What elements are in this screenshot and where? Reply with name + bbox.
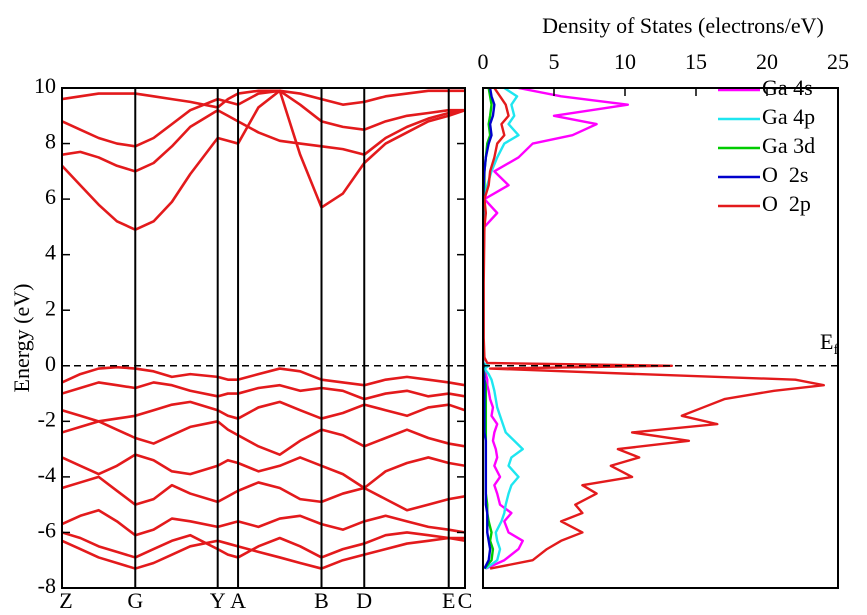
x-tick-label: 15 bbox=[685, 49, 707, 74]
x-tick-label: 0 bbox=[478, 49, 489, 74]
band bbox=[62, 381, 465, 401]
x-tick-label: C bbox=[458, 588, 473, 613]
frame bbox=[61, 87, 466, 589]
x-tick-label: 20 bbox=[756, 49, 778, 74]
y-tick-label: 4 bbox=[45, 240, 56, 265]
fermi-label: Ef bbox=[820, 329, 838, 358]
x-tick-label: 25 bbox=[827, 49, 849, 74]
x-tick-label: 5 bbox=[549, 49, 560, 74]
band bbox=[62, 420, 465, 456]
y-tick-label: -4 bbox=[38, 462, 56, 487]
y-tick-label: 2 bbox=[45, 295, 56, 320]
legend-label: O 2p bbox=[762, 191, 811, 216]
legend-label: Ga 3d bbox=[762, 133, 815, 158]
band bbox=[62, 89, 465, 109]
x-tick-label: A bbox=[230, 588, 246, 613]
x-tick-label: 10 bbox=[614, 49, 636, 74]
legend-label: O 2s bbox=[762, 162, 808, 187]
fermi-label-main: E bbox=[820, 329, 833, 354]
band bbox=[62, 89, 465, 148]
plot-area bbox=[62, 89, 465, 570]
dos-curve bbox=[483, 88, 825, 570]
x-tick-label: E bbox=[442, 588, 455, 613]
y-tick-label: 8 bbox=[45, 129, 56, 154]
band bbox=[62, 89, 465, 231]
x-tick-label: Y bbox=[210, 588, 226, 613]
y-tick-label: -2 bbox=[38, 406, 56, 431]
dos-title: Density of States (electrons/eV) bbox=[542, 13, 824, 38]
x-tick-label: B bbox=[314, 588, 329, 613]
band bbox=[62, 531, 465, 559]
fermi-label-sub: f bbox=[833, 342, 838, 358]
y-tick-label: -6 bbox=[38, 517, 56, 542]
band bbox=[62, 475, 465, 512]
y-tick-label: 10 bbox=[34, 73, 56, 98]
y-tick-label: -8 bbox=[38, 573, 56, 598]
plot-area bbox=[483, 88, 825, 570]
band bbox=[62, 508, 465, 537]
band bbox=[62, 365, 465, 387]
dos-curve bbox=[483, 88, 524, 570]
x-tick-label: G bbox=[127, 588, 143, 613]
band bbox=[62, 453, 465, 490]
band bbox=[62, 108, 465, 173]
y-tick-label: 0 bbox=[45, 351, 56, 376]
dos-curve bbox=[483, 88, 630, 570]
x-tick-label: Z bbox=[59, 588, 72, 613]
y-axis-label: Energy (eV) bbox=[9, 284, 34, 393]
y-tick-label: 6 bbox=[45, 184, 56, 209]
dos-curve bbox=[483, 88, 496, 570]
band bbox=[62, 536, 465, 570]
legend-label: Ga 4p bbox=[762, 104, 815, 129]
band bbox=[62, 400, 465, 423]
x-tick-label: D bbox=[356, 588, 372, 613]
frame bbox=[482, 87, 839, 589]
